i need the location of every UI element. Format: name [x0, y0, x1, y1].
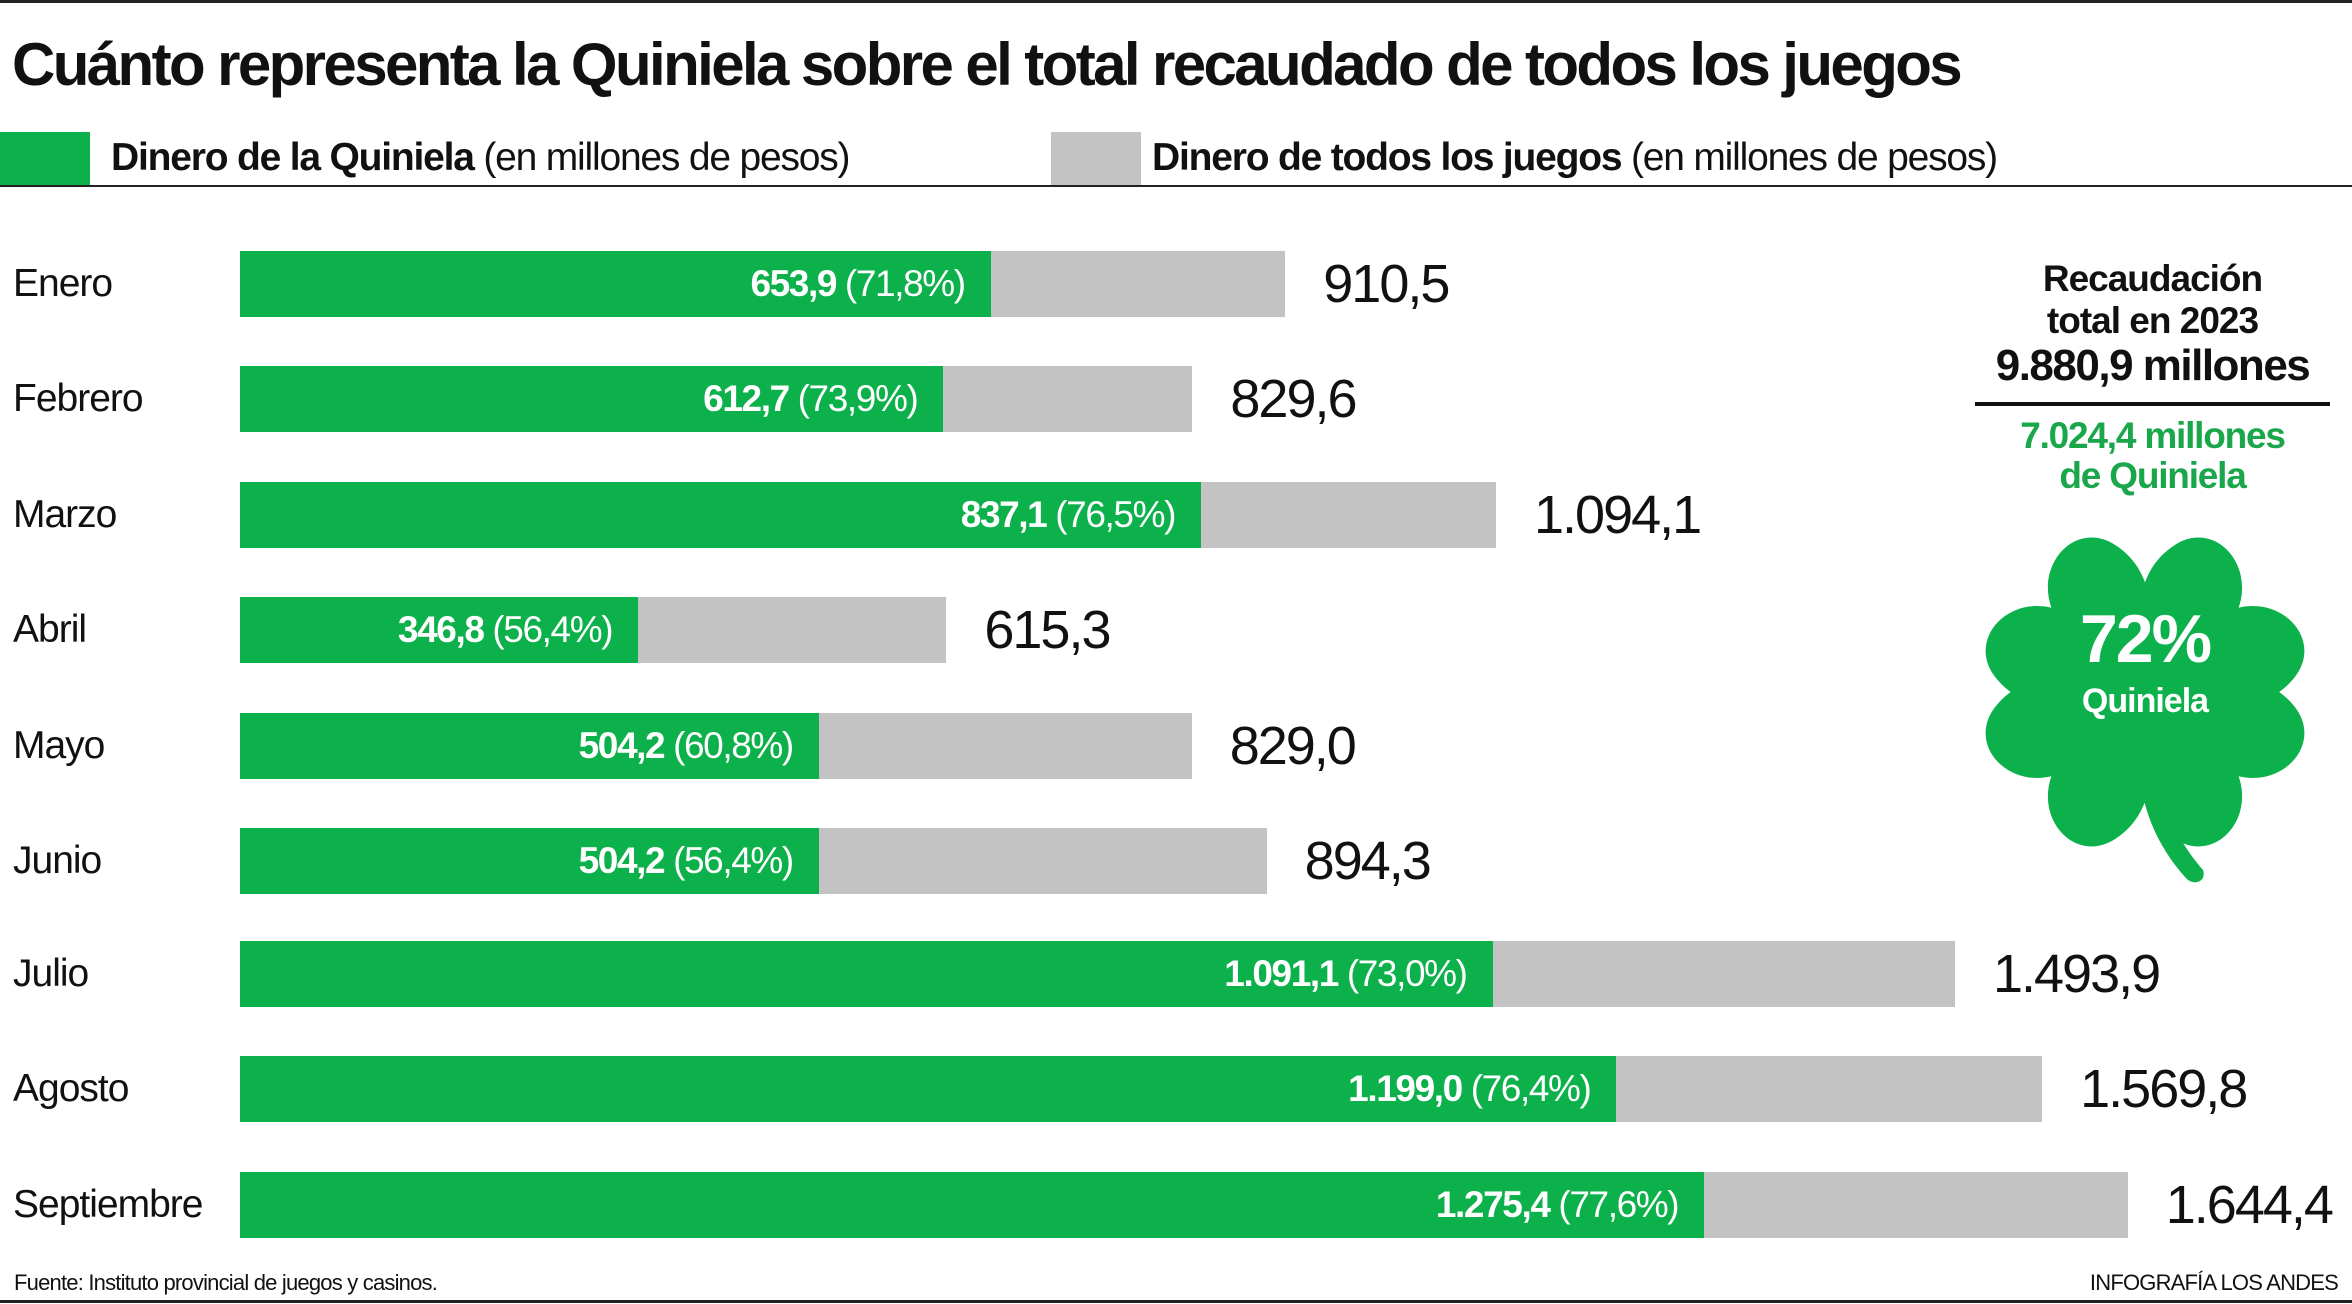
clover-icon [1985, 537, 2305, 883]
bottom-rule [0, 1300, 2352, 1303]
category-label: Abril [13, 608, 87, 651]
quiniela-percent: (76,4%) [1461, 1068, 1592, 1109]
category-label: Julio [13, 952, 89, 995]
category-label: Febrero [13, 377, 144, 420]
data-label-total: 615,3 [984, 600, 1111, 660]
category-label: Junio [13, 839, 102, 882]
data-label-total: 1.094,1 [1534, 485, 1702, 545]
clover-percent: 72% [2079, 601, 2212, 677]
quiniela-percent: (73,0%) [1337, 953, 1468, 994]
credit: INFOGRAFÍA LOS ANDES [2089, 1270, 2339, 1295]
data-label-total: 1.569,8 [2080, 1059, 2248, 1119]
quiniela-percent: (76,5%) [1046, 494, 1176, 535]
legend-label-bold: Dinero de la Quiniela [111, 136, 475, 179]
data-label-total: 910,5 [1323, 254, 1450, 314]
legend-label-unit: (en millones de pesos) [1621, 136, 1998, 179]
quiniela-value: 1.275,4 [1435, 1184, 1551, 1225]
bar-quiniela [240, 1172, 1705, 1238]
data-label-quiniela: 504,2 (60,8%) [578, 725, 795, 767]
quiniela-value: 653,9 [750, 263, 837, 304]
category-label: Septiembre [13, 1183, 203, 1226]
legend-rule [0, 185, 2352, 187]
quiniela-percent: (73,9%) [788, 378, 919, 419]
summary-divider [1975, 402, 2330, 406]
data-label-total: 829,0 [1229, 716, 1357, 776]
data-label-total: 1.644,4 [2165, 1175, 2334, 1235]
data-label-quiniela: 653,9 (71,8%) [750, 263, 966, 305]
summary-quiniela-label: de Quiniela [2059, 455, 2246, 496]
data-label-total: 829,6 [1230, 369, 1357, 429]
quiniela-percent: (71,8%) [836, 263, 966, 304]
data-label-total: 1.493,9 [1992, 944, 2161, 1004]
bar-quiniela [240, 1056, 1617, 1122]
quiniela-value: 504,2 [578, 840, 666, 881]
quiniela-value: 1.199,0 [1348, 1068, 1463, 1109]
quiniela-value: 612,7 [703, 378, 790, 419]
category-label: Marzo [13, 493, 117, 536]
data-label-quiniela: 504,2 (56,4%) [578, 840, 795, 882]
category-label: Enero [13, 262, 113, 305]
quiniela-percent: (56,4%) [664, 840, 794, 881]
source-note: Fuente: Instituto provincial de juegos y… [14, 1270, 438, 1295]
data-label-total: 894,3 [1304, 831, 1432, 891]
quiniela-value: 346,8 [397, 609, 485, 650]
bar-quiniela [240, 941, 1493, 1007]
summary-panel: Recaudación total en 2023 9.880,9 millon… [1975, 258, 2330, 496]
clover-label: Quiniela [2081, 682, 2209, 720]
legend-label-quiniela: Dinero de la Quiniela (en millones de pe… [111, 136, 851, 180]
legend-swatch-quiniela [0, 132, 90, 186]
data-label-quiniela: 612,7 (73,9%) [703, 378, 919, 420]
bar-quiniela [240, 597, 639, 663]
quiniela-percent: (56,4%) [483, 609, 613, 650]
bar-quiniela [240, 828, 819, 894]
quiniela-percent: (77,6%) [1549, 1184, 1679, 1225]
summary-line1: Recaudación [2042, 258, 2263, 299]
legend-label-unit: (en millones de pesos) [473, 136, 850, 179]
summary-quiniela-amount: 7.024,4 millones [2020, 415, 2286, 456]
data-label-quiniela: 346,8 (56,4%) [397, 609, 614, 651]
summary-total: 9.880,9 millones [1995, 341, 2311, 390]
category-label: Agosto [13, 1067, 129, 1110]
data-label-quiniela: 1.275,4 (77,6%) [1435, 1184, 1680, 1226]
top-rule [0, 0, 2352, 3]
quiniela-value: 1.091,1 [1224, 953, 1339, 994]
bar-quiniela [240, 713, 819, 779]
quiniela-percent: (60,8%) [664, 725, 794, 766]
bar-quiniela [240, 366, 944, 432]
chart-title: Cuánto representa la Quiniela sobre el t… [12, 31, 1963, 98]
category-label: Mayo [13, 724, 105, 767]
data-label-quiniela: 1.091,1 (73,0%) [1224, 953, 1468, 995]
quiniela-value: 837,1 [960, 494, 1048, 535]
data-label-quiniela: 1.199,0 (76,4%) [1348, 1068, 1592, 1110]
summary-line2: total en 2023 [2046, 300, 2259, 341]
bar-quiniela [240, 482, 1201, 548]
quiniela-value: 504,2 [578, 725, 666, 766]
legend-label-bold: Dinero de todos los juegos [1152, 136, 1623, 179]
legend-swatch-total [1051, 132, 1141, 186]
data-label-quiniela: 837,1 (76,5%) [960, 494, 1177, 536]
legend-label-total: Dinero de todos los juegos (en millones … [1152, 136, 1998, 180]
bar-quiniela [240, 251, 991, 317]
